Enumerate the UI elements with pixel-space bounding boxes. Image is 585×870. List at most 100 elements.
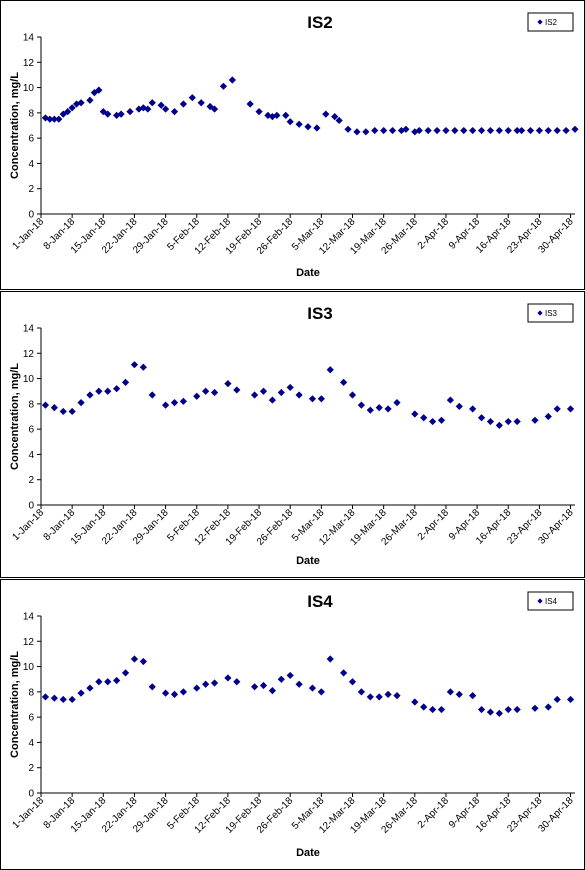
data-point — [504, 417, 512, 426]
data-point — [210, 388, 219, 397]
data-point — [326, 655, 334, 663]
data-point — [179, 397, 187, 405]
data-point — [562, 126, 570, 135]
data-point — [344, 125, 352, 133]
y-tick-label: 6 — [28, 713, 34, 724]
data-point — [535, 126, 543, 135]
x-tick-label: 1-Jan-18 — [10, 216, 46, 252]
data-point — [86, 96, 94, 104]
data-point — [531, 416, 539, 424]
data-point — [59, 407, 67, 416]
y-tick-label: 0 — [28, 501, 34, 512]
data-point — [340, 378, 348, 386]
y-tick-label: 10 — [23, 662, 35, 673]
data-point — [477, 705, 486, 714]
legend-marker-icon — [537, 19, 543, 25]
data-point — [77, 99, 85, 107]
data-point — [255, 107, 263, 116]
data-point — [357, 688, 365, 696]
y-tick-label: 0 — [28, 789, 34, 800]
data-point — [526, 126, 535, 135]
legend-box — [527, 303, 574, 323]
data-point — [121, 669, 130, 677]
data-point — [162, 105, 170, 113]
data-point — [268, 113, 276, 121]
data-point — [157, 101, 165, 109]
data-point — [162, 401, 170, 409]
data-point — [362, 128, 370, 136]
data-point — [469, 405, 477, 413]
y-tick-label: 8 — [28, 399, 34, 410]
data-point — [411, 698, 419, 706]
data-point — [86, 391, 94, 399]
data-point — [504, 126, 512, 135]
data-point — [59, 110, 67, 118]
data-point — [411, 128, 419, 136]
data-point — [233, 386, 241, 394]
data-point — [544, 703, 552, 711]
data-point — [566, 695, 575, 704]
data-point — [277, 675, 285, 683]
y-tick-label: 10 — [23, 83, 35, 94]
data-point — [304, 123, 312, 131]
data-point — [348, 678, 357, 686]
data-point — [121, 378, 130, 386]
x-tick-label: 2-Apr-18 — [416, 216, 452, 252]
data-point — [282, 111, 290, 119]
data-point — [317, 395, 325, 403]
data-point — [433, 126, 441, 135]
data-point — [179, 100, 187, 108]
data-point — [553, 405, 561, 413]
data-point — [268, 396, 276, 404]
data-point — [268, 686, 276, 695]
data-point — [95, 86, 103, 94]
legend-box — [527, 12, 574, 32]
data-point — [566, 405, 575, 413]
data-point — [366, 693, 374, 701]
data-point — [437, 705, 446, 714]
data-point — [544, 412, 552, 421]
data-point — [486, 126, 495, 135]
chart-title: IS3 — [307, 304, 333, 323]
data-point — [308, 684, 317, 692]
data-point — [86, 684, 94, 692]
data-point — [366, 406, 374, 414]
data-point — [95, 678, 103, 686]
data-point — [388, 126, 397, 135]
data-point — [393, 692, 401, 700]
chart-title: IS4 — [307, 592, 333, 611]
y-axis-title: Concentration, mg/L — [9, 363, 21, 470]
data-point — [553, 126, 561, 135]
data-point — [375, 693, 383, 701]
x-tick-label: 1-Jan-18 — [10, 507, 46, 543]
data-point — [504, 705, 512, 714]
data-point — [380, 126, 388, 135]
data-point — [446, 396, 454, 404]
chart-panel-is2: IS2 0 2 4 6 8 10 12 14 1-Jan-18 8-Jan-18 15-Jan-18 2… — [0, 0, 585, 290]
data-point — [429, 417, 437, 426]
data-point — [41, 693, 50, 701]
x-axis-title: Date — [296, 555, 320, 567]
legend-label: IS4 — [545, 597, 558, 606]
data-point — [420, 414, 428, 422]
data-point — [233, 678, 241, 686]
data-point — [148, 683, 156, 691]
data-point — [130, 361, 139, 369]
y-axis-title: Concentration, mg/L — [9, 651, 21, 758]
legend-marker-icon — [537, 598, 543, 604]
y-tick-label: 14 — [23, 33, 35, 44]
data-point — [286, 671, 294, 680]
data-point — [469, 692, 477, 700]
data-point — [429, 705, 437, 714]
x-tick-label: 2-Apr-18 — [416, 795, 452, 831]
data-point — [544, 126, 552, 135]
x-axis-title: Date — [296, 847, 320, 859]
y-tick-label: 4 — [28, 738, 34, 749]
data-point — [371, 126, 379, 135]
data-point — [224, 674, 232, 682]
y-tick-label: 12 — [23, 637, 35, 648]
data-point — [384, 405, 392, 413]
legend-marker-icon — [537, 310, 543, 316]
data-point — [495, 709, 503, 717]
data-point — [219, 82, 228, 90]
